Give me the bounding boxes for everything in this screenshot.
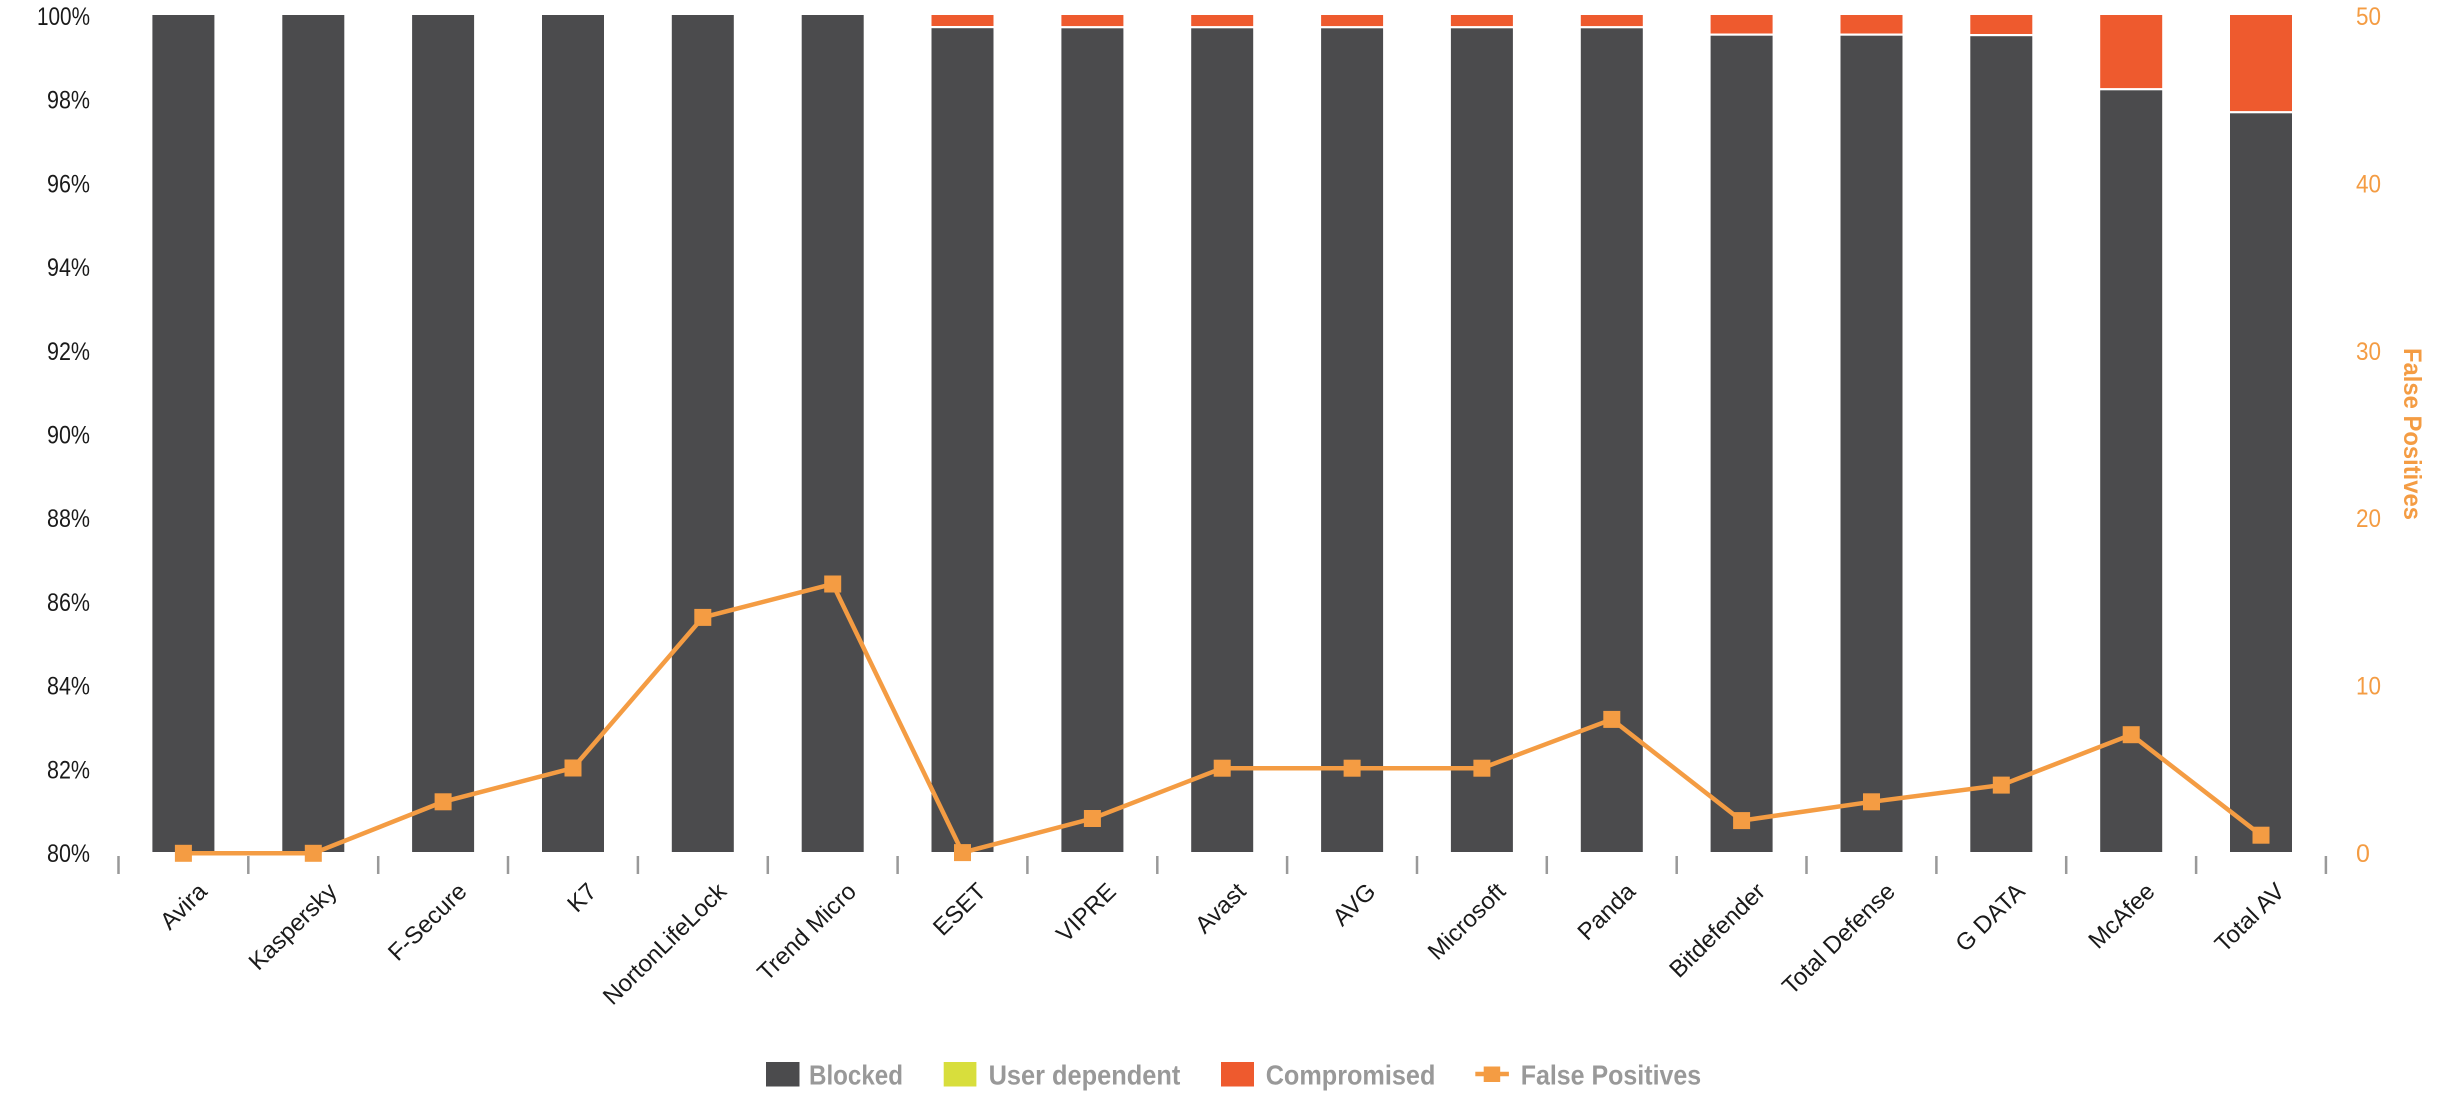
svg-text:40: 40 xyxy=(2356,170,2381,198)
svg-text:False Positives: False Positives xyxy=(1521,1059,1702,1090)
svg-text:86%: 86% xyxy=(47,589,90,617)
svg-text:90%: 90% xyxy=(47,422,90,450)
svg-text:98%: 98% xyxy=(47,87,90,115)
svg-text:Blocked: Blocked xyxy=(809,1059,903,1090)
svg-text:92%: 92% xyxy=(47,338,90,366)
svg-text:Compromised: Compromised xyxy=(1266,1059,1436,1090)
svg-text:User dependent: User dependent xyxy=(989,1059,1181,1090)
svg-text:0: 0 xyxy=(2356,840,2370,868)
svg-text:10: 10 xyxy=(2356,673,2381,701)
svg-text:94%: 94% xyxy=(47,254,90,282)
svg-text:96%: 96% xyxy=(47,170,90,198)
svg-text:20: 20 xyxy=(2356,505,2381,533)
svg-text:88%: 88% xyxy=(47,505,90,533)
svg-text:84%: 84% xyxy=(47,673,90,701)
svg-text:80%: 80% xyxy=(47,840,90,868)
svg-text:82%: 82% xyxy=(47,756,90,784)
svg-text:False Positives: False Positives xyxy=(2398,348,2426,520)
svg-text:100%: 100% xyxy=(37,3,90,31)
svg-text:30: 30 xyxy=(2356,338,2381,366)
svg-text:50: 50 xyxy=(2356,3,2381,31)
